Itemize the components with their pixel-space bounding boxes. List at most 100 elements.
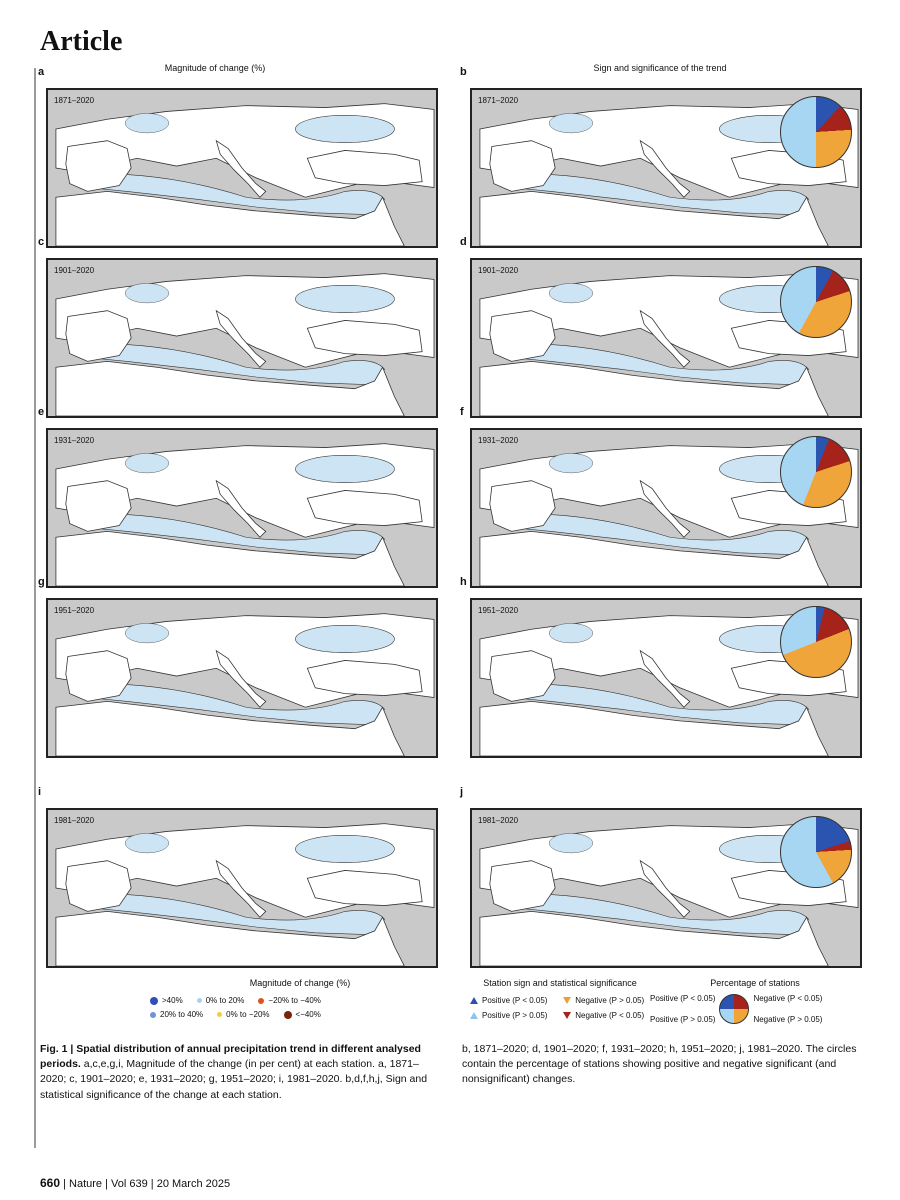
figure-caption-text: a,c,e,g,i, Magnitude of the change (in p… [40, 1058, 428, 1101]
legend-pos-sig-label: Positive (P < 0.05) [650, 994, 716, 1003]
issue-date: 20 March 2025 [156, 1178, 231, 1190]
inland-water [549, 453, 593, 474]
iberian-peninsula [489, 860, 556, 912]
figure-caption-label: Fig. 1 | Spatial distribution of annual … [40, 1043, 421, 1071]
triangle-up-icon [470, 997, 478, 1004]
anatolia-land [306, 320, 423, 356]
figure-caption-right: b, 1871–2020; d, 1901–2020; f, 1931–2020… [462, 1043, 857, 1086]
north-africa-land [55, 911, 405, 966]
north-africa-land [55, 361, 405, 416]
page-number: 660 [40, 1176, 61, 1190]
italian-peninsula [215, 479, 267, 538]
north-africa-land [479, 361, 829, 416]
iberian-peninsula [65, 650, 132, 702]
sign-legend-grid: Positive (P < 0.05) Negative (P > 0.05) Po… [470, 996, 650, 1020]
sign-legend-title: Station sign and statistical significanc… [483, 978, 637, 988]
journal-name: Nature [69, 1178, 103, 1190]
period-label: 1981–2020 [478, 816, 519, 825]
iberian-peninsula [489, 140, 556, 192]
panel-letter-g: g [38, 576, 45, 588]
percentage-legend-body: Positive (P < 0.05) Positive (P > 0.05) … [650, 994, 860, 1024]
left-column-title: Magnitude of change (%) [164, 63, 266, 73]
inland-water [125, 283, 169, 304]
north-africa-land [479, 191, 829, 246]
period-label: 1871–2020 [54, 96, 95, 105]
panel-letter-b: b [460, 66, 467, 78]
mediterranean-sea [511, 173, 809, 216]
magnitude-legend-item: >40% [150, 996, 183, 1005]
sign-legend-item: Positive (P > 0.05) [470, 1011, 553, 1020]
period-label: 1951–2020 [54, 606, 95, 615]
map-graphic [48, 260, 436, 416]
map-panel-e: 1931–2020 [46, 428, 438, 588]
legend-marker-dot [283, 1010, 292, 1019]
mediterranean-sea [87, 173, 385, 216]
iberian-peninsula [65, 860, 132, 912]
sign-legend-item: Positive (P < 0.05) [470, 996, 553, 1005]
italian-peninsula [639, 479, 691, 538]
magnitude-legend-label: 20% to 40% [160, 1010, 204, 1019]
north-africa-land [479, 531, 829, 586]
map-panel-i: 1981–2020 [46, 808, 438, 968]
period-label: 1901–2020 [54, 266, 95, 275]
map-graphic [48, 600, 436, 756]
map-graphic [48, 430, 436, 586]
magnitude-legend-item: 0% to 20% [196, 996, 245, 1005]
magnitude-legend-item: 20% to 40% [150, 1010, 203, 1019]
journal-volume: Vol 639 [111, 1178, 148, 1190]
legend-marker-dot [196, 998, 202, 1003]
north-africa-land [479, 701, 829, 756]
period-label: 1871–2020 [478, 96, 519, 105]
inland-water [549, 283, 593, 304]
magnitude-legend-item: <−40% [283, 1010, 321, 1019]
right-column-title: Sign and significance of the trend [593, 63, 727, 73]
left-margin-rule [34, 68, 36, 1148]
iberian-peninsula [489, 650, 556, 702]
anatolia-land [306, 660, 423, 696]
journal-section-header: Article [40, 26, 123, 57]
mediterranean-sea [87, 893, 385, 936]
black-sea [295, 625, 395, 653]
sign-legend-label: Positive (P < 0.05) [482, 996, 548, 1005]
mediterranean-sea [87, 683, 385, 726]
iberian-peninsula [65, 480, 132, 532]
legend-marker-dot [150, 996, 158, 1005]
sign-legend-label: Negative (P < 0.05) [575, 1011, 645, 1020]
period-label: 1901–2020 [478, 266, 519, 275]
inland-water [125, 453, 169, 474]
mediterranean-sea [511, 343, 809, 386]
panel-letter-a: a [38, 66, 45, 78]
percentage-pie-chart [780, 96, 852, 168]
inland-water [125, 623, 169, 644]
magnitude-legend-title: Magnitude of change (%) [249, 978, 351, 988]
legend-neg-sig-label: Negative (P < 0.05) [753, 994, 823, 1003]
panel-letter-f: f [460, 406, 464, 418]
period-label: 1931–2020 [54, 436, 95, 445]
triangle-down-icon [563, 1012, 572, 1019]
inland-water [125, 113, 169, 134]
panel-letter-j: j [460, 786, 464, 798]
magnitude-legend-item: −20% to −40% [258, 996, 321, 1005]
legend-pos-ns-label: Positive (P > 0.05) [650, 1015, 716, 1024]
map-panel-b: 1871–2020 [470, 88, 862, 248]
black-sea [295, 115, 395, 143]
sign-legend-item: Negative (P > 0.05) [563, 996, 650, 1005]
percentage-legend: Percentage of stations Positive (P < 0.0… [650, 978, 860, 1024]
sign-legend-label: Positive (P > 0.05) [482, 1011, 548, 1020]
magnitude-legend-label: 0% to −20% [226, 1010, 270, 1019]
anatolia-land [306, 150, 423, 186]
triangle-down-icon [563, 997, 572, 1004]
magnitude-legend-label: 0% to 20% [205, 996, 245, 1005]
percentage-pie-chart [780, 436, 852, 508]
mediterranean-sea [87, 343, 385, 386]
legend-marker-dot [217, 1012, 223, 1017]
iberian-peninsula [489, 310, 556, 362]
italian-peninsula [215, 649, 267, 708]
inland-water [549, 623, 593, 644]
mediterranean-sea [511, 513, 809, 556]
mediterranean-sea [511, 683, 809, 726]
map-panel-j: 1981–2020 [470, 808, 862, 968]
iberian-peninsula [489, 480, 556, 532]
percentage-pie-chart [780, 606, 852, 678]
map-graphic [472, 260, 860, 416]
